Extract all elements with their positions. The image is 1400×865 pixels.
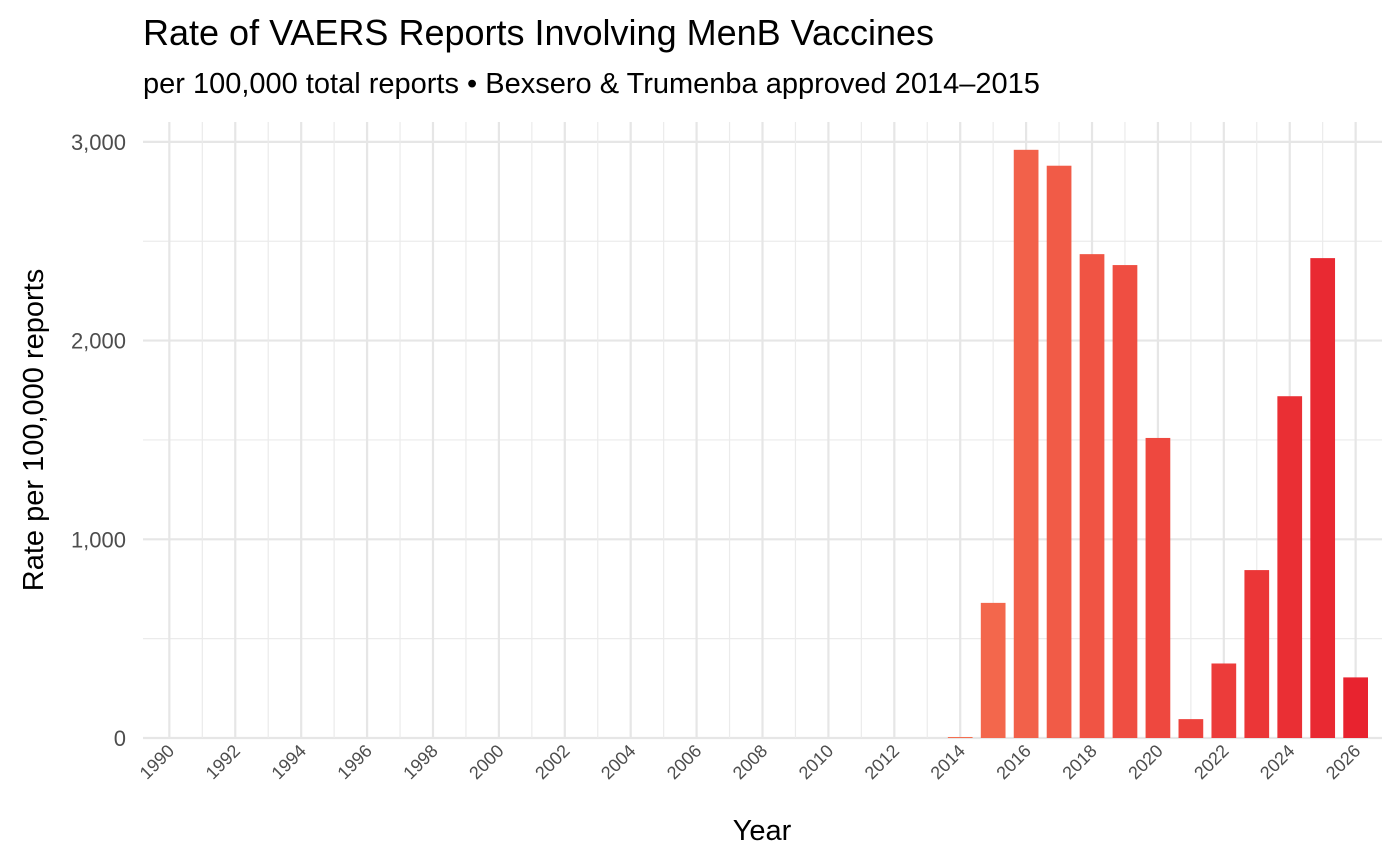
y-tick-label: 2,000	[71, 329, 126, 354]
chart-title: Rate of VAERS Reports Involving MenB Vac…	[143, 12, 935, 53]
y-tick-labels: 0 1,000 2,000 3,000	[71, 130, 126, 751]
x-tick-label: 2010	[795, 741, 837, 783]
bar-2019	[1112, 265, 1138, 738]
bar-2022	[1211, 663, 1237, 738]
bar-2016	[1013, 149, 1039, 739]
grid-lines	[143, 122, 1382, 740]
chart-subtitle: per 100,000 total reports • Bexsero & Tr…	[143, 68, 1040, 100]
x-tick-label: 1996	[333, 741, 375, 783]
x-tick-label: 2020	[1124, 741, 1166, 783]
x-tick-label: 1990	[136, 741, 178, 783]
x-tick-label: 1998	[399, 741, 441, 783]
x-tick-label: 2022	[1190, 741, 1232, 783]
x-tick-labels: 1990 1992 1994 1996 1998 2000 2002 2004 2006 2008…	[136, 741, 1365, 783]
x-tick-label: 2002	[531, 741, 573, 783]
x-tick-label: 2012	[861, 741, 903, 783]
bar-2014	[947, 737, 973, 738]
x-tick-label: 2000	[465, 741, 507, 783]
bar-2018	[1079, 254, 1105, 738]
x-tick-label: 2016	[992, 741, 1034, 783]
bar-2020	[1145, 437, 1171, 738]
bar-2026	[1343, 677, 1368, 738]
bar-2024	[1277, 396, 1303, 738]
y-tick-label: 1,000	[71, 527, 126, 552]
bar-2025	[1310, 258, 1336, 738]
bar-2017	[1046, 165, 1072, 738]
x-tick-label: 2018	[1058, 741, 1100, 783]
x-tick-label: 1994	[268, 741, 310, 783]
x-tick-label: 2006	[663, 741, 705, 783]
y-axis-title: Rate per 100,000 reports	[18, 269, 50, 591]
x-tick-label: 2026	[1322, 741, 1364, 783]
y-tick-label: 0	[114, 726, 126, 751]
x-tick-label: 2008	[729, 741, 771, 783]
x-axis-title: Year	[733, 815, 792, 847]
x-tick-label: 2014	[927, 741, 969, 783]
bar-2023	[1244, 570, 1270, 738]
x-tick-label: 1992	[202, 741, 244, 783]
bars	[947, 149, 1368, 739]
bar-2021	[1178, 719, 1204, 738]
bar-2015	[980, 602, 1006, 738]
x-tick-label: 2004	[597, 741, 639, 783]
x-tick-label: 2024	[1256, 741, 1298, 783]
y-tick-label: 3,000	[71, 130, 126, 155]
